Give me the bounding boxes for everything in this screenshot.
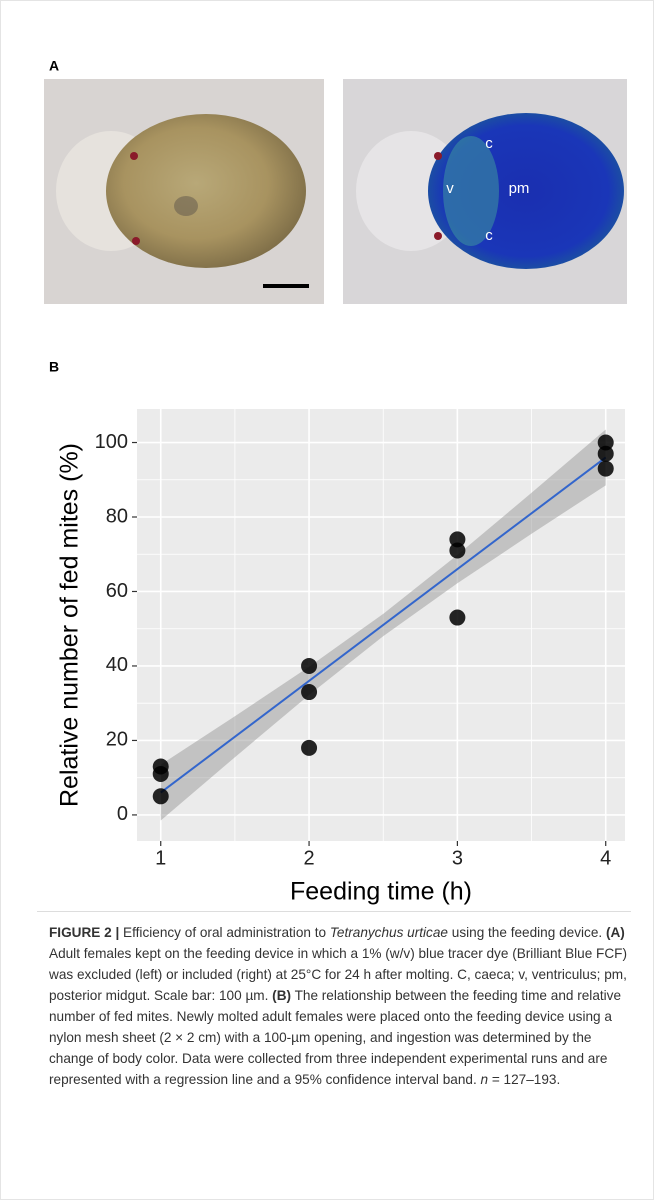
eye [434, 152, 442, 160]
y-tick-label: 60 [106, 580, 128, 602]
eye [434, 232, 442, 240]
caption-text: n [480, 1072, 489, 1087]
point [449, 531, 466, 548]
y-axis-title: Relative number of fed mites (%) [56, 443, 84, 807]
y-tick-label: 20 [106, 729, 128, 751]
point [152, 765, 169, 782]
photo-label: pm [509, 180, 530, 197]
gut-region [443, 136, 499, 246]
point [301, 739, 318, 756]
caption: FIGURE 2 | Efficiency of oral administra… [49, 922, 631, 1090]
y-tick-label: 40 [106, 654, 128, 676]
x-tick-label: 3 [452, 847, 463, 869]
panel-label: B [49, 359, 59, 375]
caption-text: = 127–193. [488, 1072, 561, 1087]
point [597, 434, 614, 451]
caption-text: Efficiency of oral administration to [119, 925, 330, 940]
caption-text: using the feeding device. [447, 925, 606, 940]
point [449, 609, 466, 626]
mite-body [106, 114, 306, 268]
point [597, 445, 614, 462]
x-axis-title: Feeding time (h) [290, 878, 472, 906]
x-tick-label: 1 [155, 847, 166, 869]
point [597, 460, 614, 477]
mite-spot [174, 196, 198, 216]
x-tick-label: 2 [303, 847, 314, 869]
caption-text: (A) [605, 925, 625, 940]
y-tick-label: 80 [106, 505, 128, 527]
caption-text: Tetranychus urticae [329, 925, 448, 940]
photo-label: v [446, 180, 454, 197]
regression-line [160, 456, 607, 794]
caption-text: The relationship between the feeding tim… [49, 988, 622, 1087]
y-tick-label: 0 [117, 803, 128, 825]
caption-text: Adult females kept on the feeding device… [49, 946, 627, 1003]
point [301, 657, 318, 674]
figure: A c v pm c B Relative number of fed mite… [44, 58, 627, 906]
point [449, 542, 466, 559]
separator [37, 911, 631, 912]
photo-label: c [485, 135, 493, 152]
eye [132, 237, 140, 245]
y-tick-label: 100 [95, 431, 128, 453]
caption-text: FIGURE 2 | [49, 925, 120, 940]
point [152, 788, 169, 805]
panel-label: A [49, 58, 59, 74]
point [301, 684, 318, 701]
caption-text: (B) [272, 988, 292, 1003]
eye [130, 152, 138, 160]
x-tick-label: 4 [600, 847, 611, 869]
photo-label: c [485, 227, 493, 244]
